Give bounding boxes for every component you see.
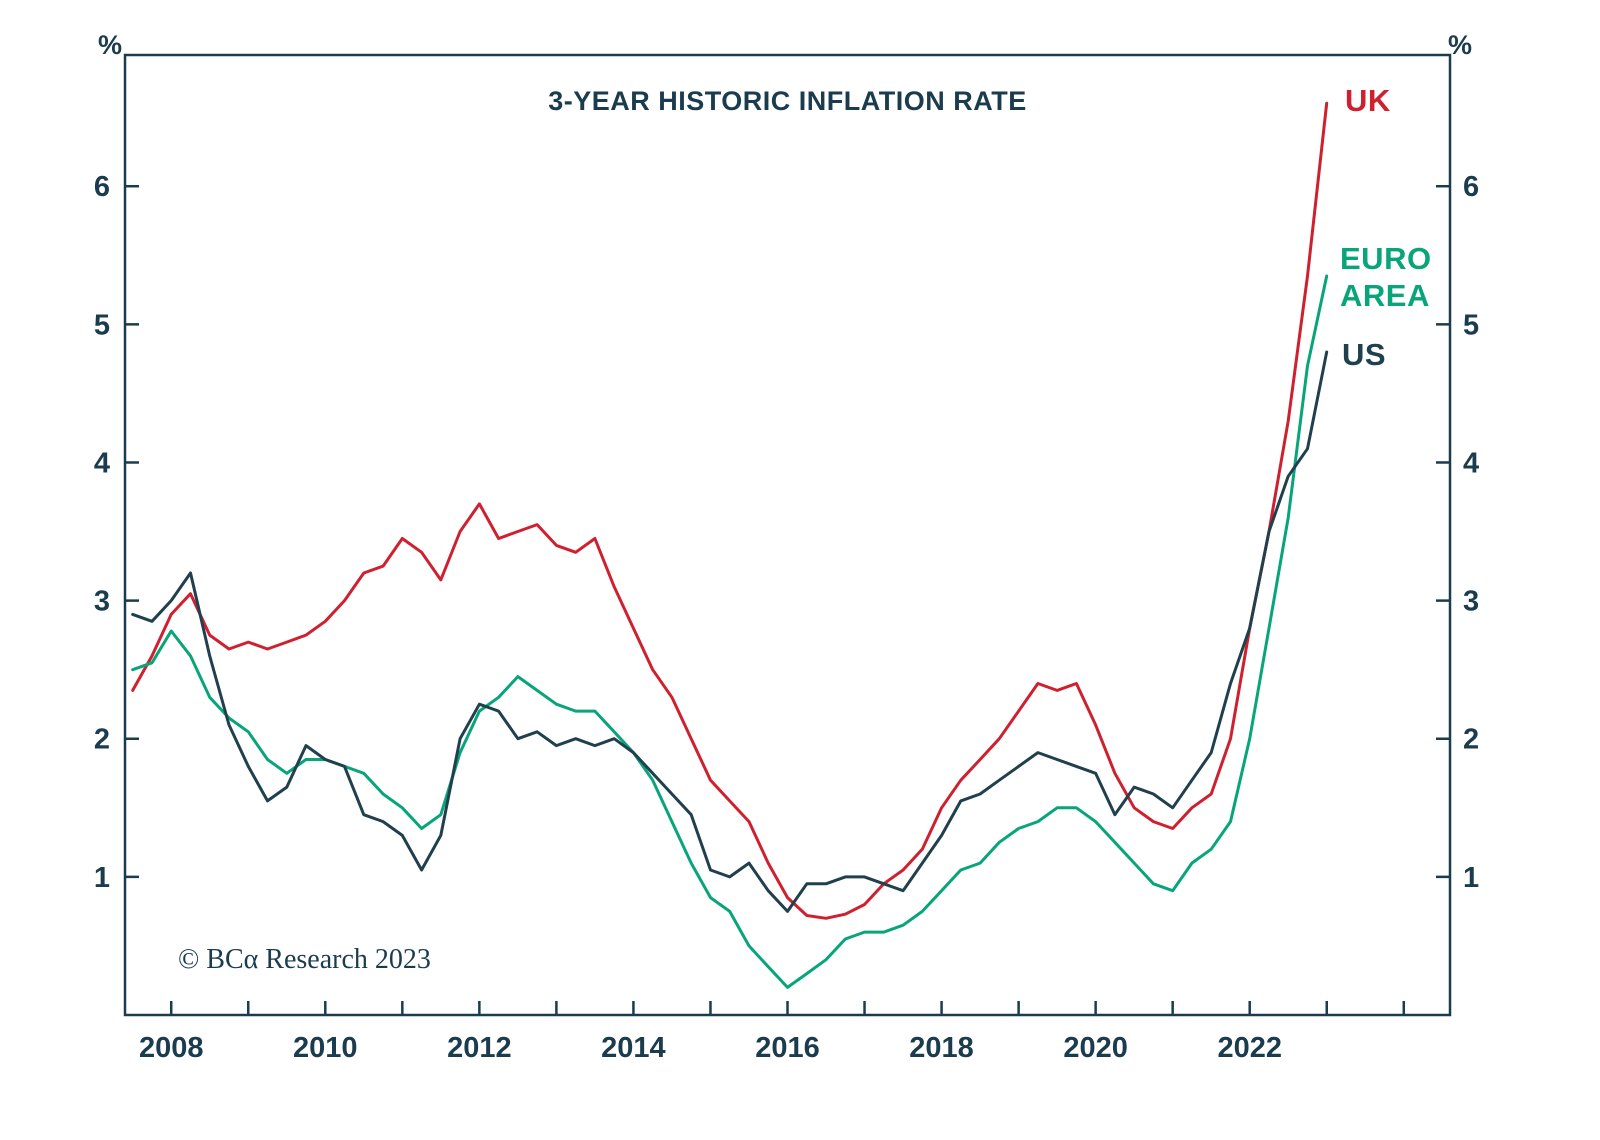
svg-text:1: 1 (94, 862, 110, 894)
svg-text:6: 6 (94, 171, 110, 203)
svg-text:6: 6 (1463, 171, 1479, 203)
svg-text:5: 5 (1463, 309, 1479, 341)
svg-text:2014: 2014 (601, 1032, 666, 1064)
svg-text:3: 3 (94, 586, 110, 618)
copyright-note: © BCα Research 2023 (178, 944, 431, 975)
svg-text:2010: 2010 (293, 1032, 358, 1064)
y-axis-unit-right: % (1448, 30, 1473, 60)
svg-text:2012: 2012 (447, 1032, 512, 1064)
svg-text:5: 5 (94, 309, 110, 341)
y-axis-unit-left: % (98, 30, 123, 60)
svg-text:2018: 2018 (909, 1032, 974, 1064)
chart-title: 3-YEAR HISTORIC INFLATION RATE (548, 86, 1027, 116)
legend-label-euro-area: EURO AREA (1340, 241, 1432, 313)
legend-label-uk: UK (1345, 83, 1391, 118)
svg-text:3: 3 (1463, 586, 1479, 618)
svg-text:2016: 2016 (755, 1032, 820, 1064)
svg-text:2: 2 (94, 724, 110, 756)
svg-text:2022: 2022 (1217, 1032, 1282, 1064)
legend-label-us: US (1342, 337, 1387, 372)
svg-text:2: 2 (1463, 724, 1479, 756)
svg-text:4: 4 (94, 447, 110, 479)
svg-text:4: 4 (1463, 447, 1479, 479)
svg-text:2020: 2020 (1063, 1032, 1128, 1064)
svg-text:1: 1 (1463, 862, 1479, 894)
svg-text:2008: 2008 (139, 1032, 204, 1064)
